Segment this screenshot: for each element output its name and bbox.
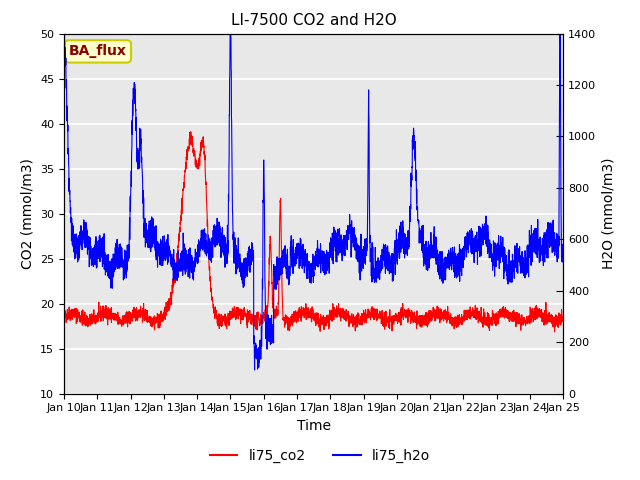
- li75_co2: [147, 323, 154, 328]
- li75_co2: [187, 129, 195, 135]
- li75_h2o: [252, 348, 260, 354]
- li75_co2: [117, 317, 125, 323]
- li75_co2: [550, 320, 557, 325]
- li75_h2o: [147, 249, 155, 255]
- li75_h2o: [273, 261, 281, 266]
- Line: li75_h2o: li75_h2o: [64, 34, 563, 370]
- Title: LI-7500 CO2 and H2O: LI-7500 CO2 and H2O: [231, 13, 396, 28]
- li75_h2o: [559, 258, 567, 264]
- li75_h2o: [117, 247, 125, 252]
- Y-axis label: H2O (mmol/m3): H2O (mmol/m3): [602, 158, 616, 269]
- Line: li75_co2: li75_co2: [64, 132, 563, 332]
- li75_co2: [60, 312, 68, 318]
- Y-axis label: CO2 (mmol/m3): CO2 (mmol/m3): [20, 158, 35, 269]
- Text: BA_flux: BA_flux: [69, 44, 127, 59]
- li75_h2o: [60, 58, 68, 64]
- li75_co2: [252, 326, 259, 332]
- X-axis label: Time: Time: [296, 419, 331, 433]
- Legend: li75_co2, li75_h2o: li75_co2, li75_h2o: [204, 443, 436, 468]
- li75_h2o: [496, 247, 504, 253]
- li75_h2o: [251, 367, 259, 373]
- li75_co2: [496, 310, 504, 316]
- li75_co2: [550, 329, 558, 335]
- li75_co2: [559, 315, 567, 321]
- li75_h2o: [61, 31, 68, 36]
- li75_co2: [273, 312, 281, 318]
- li75_h2o: [550, 236, 557, 242]
